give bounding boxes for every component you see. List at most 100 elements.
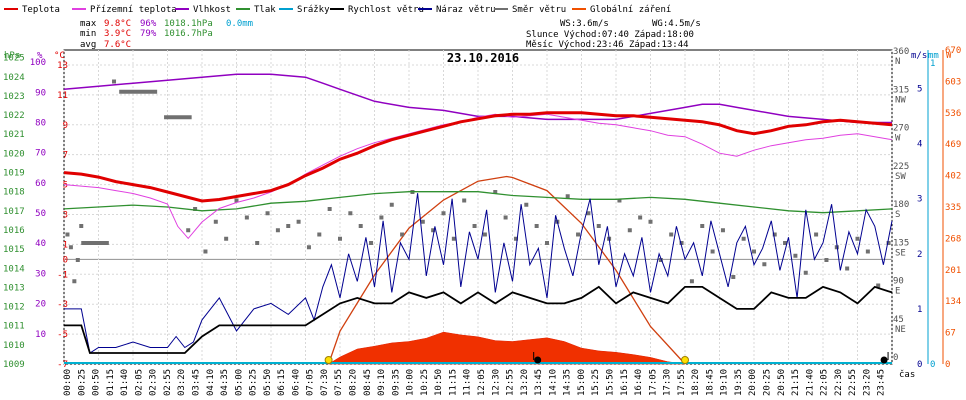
wind-direction-point	[679, 241, 684, 245]
x-tick-label: 12:55	[506, 369, 516, 396]
hpa-tick-label: 1021	[3, 130, 25, 140]
wind-direction-point	[700, 224, 705, 228]
x-tick-label: 21:40	[805, 369, 815, 396]
wind-direction-point	[876, 283, 881, 288]
legend-label: Náraz větru	[436, 5, 496, 15]
mm-tick-label: 1	[930, 59, 935, 69]
ms-tick-label: 2	[917, 250, 922, 260]
wind-direction-point	[565, 194, 570, 199]
w-tick-label: 402	[945, 172, 961, 182]
x-tick-label: 07:30	[320, 369, 330, 396]
x-tick-label: 15:50	[605, 369, 615, 396]
dir-tick-label: 135	[893, 238, 909, 248]
stat-label: min	[80, 29, 96, 39]
temp-tick-label: -5	[57, 330, 68, 340]
dir-tick-label: S	[895, 210, 900, 220]
wind-direction-point	[255, 241, 260, 245]
hpa-tick-label: 1014	[3, 264, 25, 274]
dir-tick-label: W	[895, 134, 901, 144]
wind-direction-point	[224, 236, 229, 241]
mm-tick-label: 0	[930, 360, 935, 370]
dir-tick-label: 0	[893, 353, 898, 363]
dir-tick-label: 360	[893, 47, 909, 57]
wind-direction-point	[814, 232, 819, 237]
info-wg: WG:4.5m/s	[652, 19, 701, 29]
hum-tick-label: 100	[30, 58, 46, 68]
wind-direction-point	[400, 232, 405, 237]
dir-tick-label: 180	[893, 200, 909, 210]
stat-temp: 9.8°C	[104, 19, 131, 29]
x-tick-label: 08:45	[363, 369, 373, 396]
w-tick-label: 603	[945, 77, 961, 87]
hum-tick-label: 80	[35, 118, 46, 128]
wind-direction-point	[186, 228, 191, 233]
wind-direction-point	[112, 79, 117, 84]
x-tick-label: 15:25	[591, 369, 601, 396]
global-radiation-area	[327, 331, 686, 365]
temp-tick-label: 3	[63, 210, 68, 220]
x-tick-label: 09:35	[391, 369, 401, 396]
x-tick-label: 16:15	[620, 369, 630, 396]
temp-tick-label: 9	[63, 121, 68, 131]
dir-tick-label: 90	[893, 277, 904, 287]
temp-tick-label: 0	[63, 255, 68, 265]
wind-direction-point	[710, 249, 715, 254]
w-tick-label: 536	[945, 109, 961, 119]
x-tick-label: 18:20	[691, 369, 701, 396]
x-tick-label: 12:05	[477, 369, 487, 396]
temperature-line	[63, 111, 893, 203]
dir-tick-label: SW	[895, 172, 906, 182]
dir-tick-label: 225	[893, 162, 909, 172]
wind-direction-point	[431, 228, 436, 233]
x-tick-label: 02:30	[149, 369, 159, 396]
wind-direction-point	[803, 270, 808, 275]
wind-direction-point	[348, 211, 353, 216]
x-tick-label: 04:35	[220, 369, 230, 396]
temp-tick-label: 5	[63, 181, 68, 191]
wind-direction-point	[638, 215, 643, 220]
wind-direction-point	[503, 215, 508, 220]
x-tick-label: 16:40	[634, 369, 644, 396]
wind-direction-point	[720, 228, 725, 233]
hpa-tick-label: 1009	[3, 360, 25, 370]
stat-label: avg	[80, 40, 96, 50]
wind-direction-point	[845, 266, 850, 271]
x-tick-label: 06:15	[277, 369, 287, 396]
x-tick-label: 20:50	[777, 369, 787, 396]
wind-direction-point	[648, 219, 653, 224]
moonset-marker	[534, 356, 542, 364]
x-tick-label: 01:40	[120, 369, 130, 396]
hpa-tick-label: 1016	[3, 226, 25, 236]
dir-tick-label: 45	[893, 315, 904, 325]
sunrise-marker	[324, 356, 333, 364]
wind-direction-point	[441, 211, 446, 216]
wind-direction-point	[824, 258, 829, 262]
legend-label: Směr větru	[512, 5, 566, 15]
wind-direction-point	[576, 232, 581, 237]
wind-direction-point	[72, 279, 77, 284]
x-tick-label: 17:30	[663, 369, 673, 396]
legend-label: Srážky	[297, 5, 330, 15]
wind-gust-line	[64, 193, 893, 354]
x-tick-label: 00:25	[77, 369, 87, 396]
x-tick-label: 10:50	[434, 369, 444, 396]
wind-direction-point	[534, 224, 539, 228]
x-tick-label: 08:20	[349, 369, 359, 396]
hpa-tick-label: 1011	[3, 322, 25, 332]
w-tick-label: 335	[945, 203, 961, 213]
dir-tick-label: E	[895, 287, 900, 297]
x-tick-label: 13:20	[520, 369, 530, 396]
hum-tick-label: 20	[35, 300, 46, 310]
wind-speed-line	[64, 285, 893, 354]
ms-axis-title: m/s	[911, 51, 927, 61]
x-tick-label: 22:55	[848, 369, 858, 396]
info-moon: Měsíc Východ:23:46 Západ:13:44	[526, 40, 689, 50]
stats-block: max 9.8°C 96% 1018.1hPa 0.0mm min 3.9°C 79% 1016…	[80, 19, 701, 50]
hpa-axis-title: hPa	[4, 51, 20, 61]
wind-direction-point	[586, 211, 591, 216]
hum-tick-label: 30	[35, 269, 46, 279]
x-tick-label: 07:05	[306, 369, 316, 396]
x-tick-label: 05:50	[263, 369, 273, 396]
hpa-tick-label: 1024	[3, 73, 25, 83]
